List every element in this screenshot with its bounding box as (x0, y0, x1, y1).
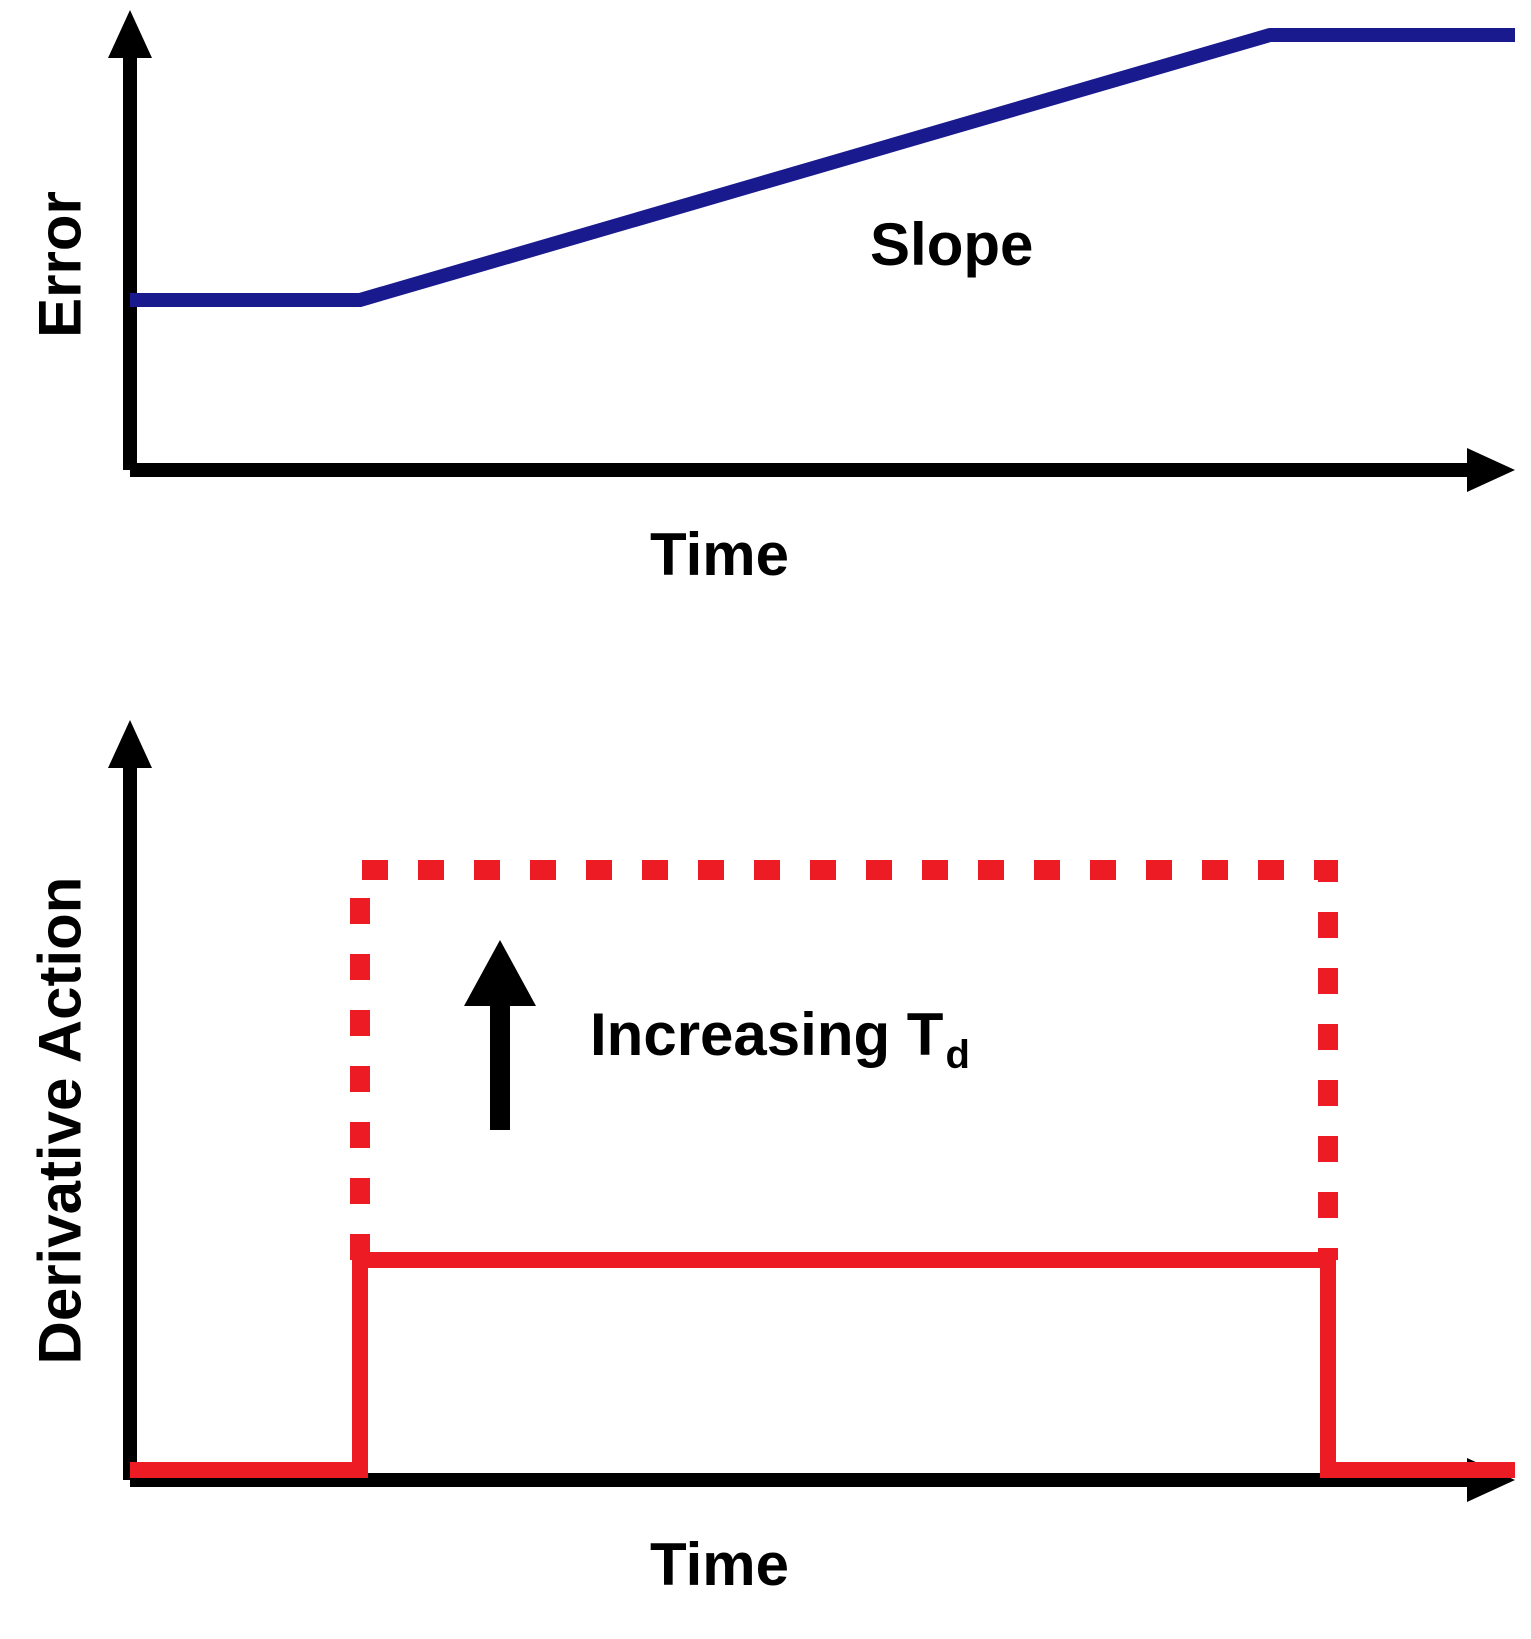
bottom-chart (0, 700, 1531, 1620)
derivative-action-solid (130, 1260, 1515, 1470)
bottom-y-label: Derivative Action (26, 885, 95, 1365)
top-x-axis (130, 448, 1515, 492)
bottom-y-axis (108, 720, 152, 1480)
bottom-annotation-increasing-td: Increasing Td (590, 1000, 970, 1078)
annotation-text-main: Increasing T (590, 1001, 943, 1068)
top-y-label: Error (26, 175, 95, 355)
top-annotation-slope: Slope (870, 210, 1033, 279)
top-y-axis (108, 10, 152, 470)
error-slope-line (130, 35, 1515, 300)
diagram-canvas: Error Time Slope Derivative Action Time … (0, 0, 1531, 1639)
annotation-text-sub: d (945, 1033, 969, 1077)
increasing-td-arrow-icon (464, 940, 536, 1130)
bottom-x-label: Time (650, 1530, 789, 1599)
top-x-label: Time (650, 520, 789, 589)
